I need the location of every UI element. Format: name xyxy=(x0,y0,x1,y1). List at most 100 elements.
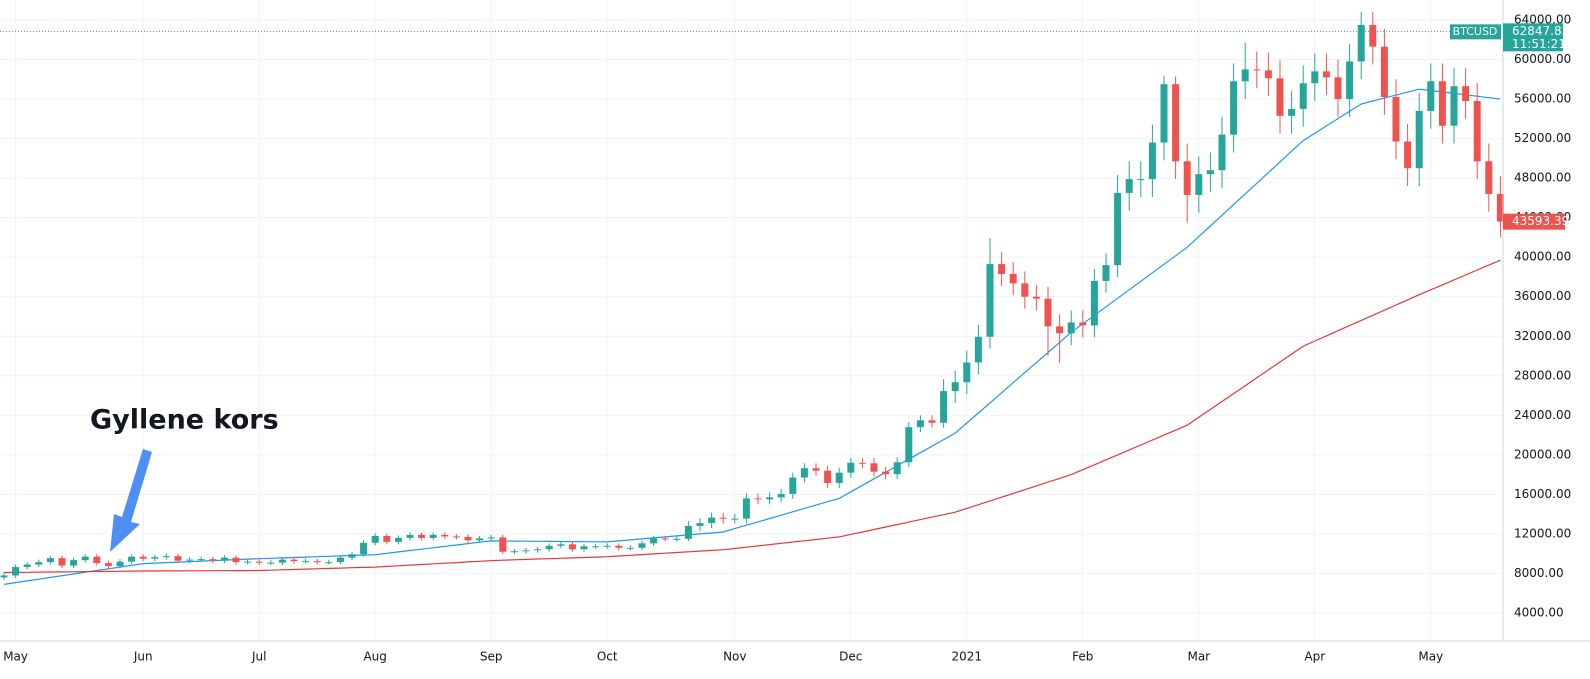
candle-body xyxy=(754,498,762,500)
moving-average-line xyxy=(3,259,1501,574)
x-tick-label: Nov xyxy=(723,650,746,664)
y-tick-label: 8000.00 xyxy=(1514,566,1564,580)
annotation-arrow xyxy=(110,449,152,552)
candle-body xyxy=(696,523,704,527)
candle-body xyxy=(615,545,623,548)
candle-body xyxy=(1102,265,1110,281)
candle-body xyxy=(1311,71,1319,84)
y-tick-label: 48000.00 xyxy=(1514,171,1571,185)
candle-body xyxy=(1125,179,1133,193)
candle-body xyxy=(1206,170,1214,175)
candle-body xyxy=(302,561,310,563)
candle-body xyxy=(510,551,518,553)
candle-body xyxy=(1195,174,1203,195)
y-tick-label: 28000.00 xyxy=(1514,368,1571,382)
y-tick-label: 56000.00 xyxy=(1514,92,1571,106)
candle-body xyxy=(0,575,8,578)
candle-body xyxy=(336,557,344,563)
last-price-label: 43593.39 xyxy=(1512,214,1569,228)
candle-body xyxy=(1357,24,1365,62)
candle-body xyxy=(603,545,611,547)
candle-body xyxy=(928,420,936,423)
candle-body xyxy=(1067,322,1075,334)
candle-body xyxy=(824,470,832,484)
candle-body xyxy=(1288,108,1296,116)
axes: 4000.00 8000.00 12000.00 16000.00 20000.00 24… xyxy=(3,12,1571,663)
candle-body xyxy=(940,391,948,423)
y-tick-label: 40000.00 xyxy=(1514,250,1571,264)
candle-body xyxy=(267,562,275,564)
x-tick-label: Mar xyxy=(1187,650,1210,664)
candle-body xyxy=(151,557,159,559)
x-tick-label: May xyxy=(3,650,28,664)
candle-body xyxy=(476,538,484,541)
candle-body xyxy=(789,477,797,494)
last-price-box xyxy=(1503,213,1565,230)
candle-body xyxy=(1253,69,1261,71)
candle-body xyxy=(325,562,333,564)
y-tick-label: 36000.00 xyxy=(1514,289,1571,303)
candle-body xyxy=(847,462,855,473)
x-tick-label: Apr xyxy=(1304,650,1325,664)
price-box xyxy=(1503,23,1563,52)
candle-body xyxy=(731,518,739,520)
candle-body xyxy=(673,538,681,540)
candle-body xyxy=(592,546,600,548)
candle-body xyxy=(128,556,136,562)
candle-body xyxy=(998,264,1006,274)
plot-area xyxy=(0,12,1504,585)
candle-body xyxy=(1438,81,1446,126)
candle-body xyxy=(1183,161,1191,195)
symbol-box xyxy=(1450,24,1501,40)
candle-body xyxy=(348,554,356,558)
candle-body xyxy=(23,564,31,568)
candle-body xyxy=(522,550,530,552)
candle-body xyxy=(1404,141,1412,169)
candle-body xyxy=(1230,81,1238,135)
candle-body xyxy=(174,556,182,561)
candle-body xyxy=(557,544,565,546)
candle-body xyxy=(58,558,66,566)
candle-body xyxy=(464,536,472,541)
candle-body xyxy=(220,557,228,561)
candle-body xyxy=(1032,296,1040,299)
candle-body xyxy=(835,472,843,484)
candle-body xyxy=(371,535,379,543)
candle-body xyxy=(232,557,240,563)
candle-body xyxy=(800,468,808,478)
candle-body xyxy=(1427,81,1435,111)
candle-body xyxy=(1392,97,1400,142)
candle-body xyxy=(1114,192,1122,266)
candle-body xyxy=(1172,84,1180,162)
candle-body xyxy=(1160,84,1168,143)
candle-body xyxy=(1299,83,1307,109)
x-tick-label: May xyxy=(1418,650,1443,664)
candle-body xyxy=(1241,69,1249,82)
candle-body xyxy=(1450,86,1458,126)
y-tick-label: 12000.00 xyxy=(1514,526,1571,540)
candle-body xyxy=(963,362,971,383)
candle-body xyxy=(812,468,820,471)
x-tick-label: 2021 xyxy=(952,650,983,664)
candle-body xyxy=(162,556,170,558)
candle-body xyxy=(290,559,298,562)
price-value: 62847.85 xyxy=(1512,24,1569,38)
candle-body xyxy=(452,536,460,538)
candle-body xyxy=(766,497,774,500)
y-tick-label: 24000.00 xyxy=(1514,408,1571,422)
candle-body xyxy=(626,547,634,549)
grid xyxy=(0,0,1503,640)
candle-body xyxy=(650,538,658,544)
candle-body xyxy=(313,561,321,563)
candle-body xyxy=(104,563,112,567)
candle-body xyxy=(429,534,437,538)
candle-body xyxy=(70,560,78,566)
candle-body xyxy=(1322,71,1330,78)
candle-body xyxy=(1369,24,1377,47)
candle-body xyxy=(46,558,54,563)
candle-body xyxy=(209,559,217,561)
candle-body xyxy=(441,534,449,537)
